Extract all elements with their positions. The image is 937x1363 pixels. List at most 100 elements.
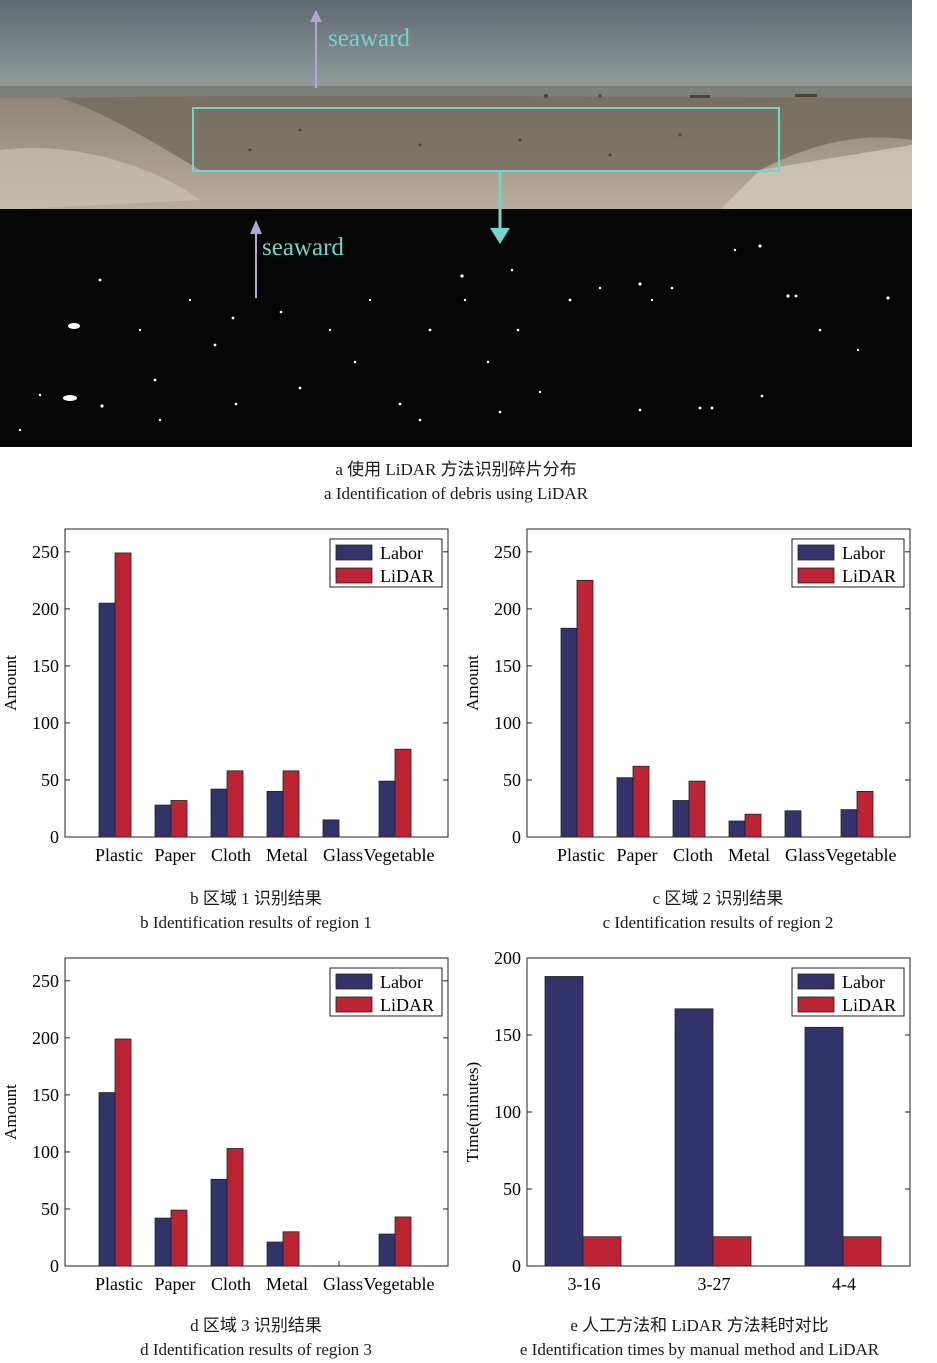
y-tick-label: 150	[32, 1085, 59, 1105]
x-tick-label: Paper	[155, 845, 196, 865]
bar-labor	[266, 790, 284, 838]
y-tick-label: 0	[50, 827, 59, 847]
caption-e-en: e Identification times by manual method …	[519, 1340, 880, 1359]
x-tick-label: 3-16	[568, 1274, 601, 1294]
bar-labor	[674, 1008, 714, 1267]
bar-lidar	[226, 1148, 244, 1267]
bar-lidar	[226, 770, 244, 838]
caption-d-en: d Identification results of region 3	[140, 1340, 372, 1359]
legend-swatch-labor	[335, 544, 373, 561]
bar-labor	[804, 1026, 844, 1267]
chart-panel-c: 0 50 100 150 200 250 Amount Plastic Paper Cloth Me…	[462, 515, 922, 875]
bar-labor	[378, 780, 396, 838]
bar-lidar	[744, 813, 762, 838]
y-tick-label: 100	[494, 1102, 521, 1122]
bar-lidar	[632, 765, 650, 838]
bar-lidar	[576, 579, 594, 838]
bar-lidar	[856, 790, 874, 838]
y-tick-label: 100	[32, 1142, 59, 1162]
bar-labor	[672, 800, 690, 838]
chart-e: 0 50 100 150 200 Time(minutes) 3-16 3-27 4-4 Labo…	[463, 948, 911, 1294]
x-tick-label: Plastic	[95, 1274, 143, 1294]
bar-lidar	[170, 800, 188, 838]
lidar-point-image	[0, 209, 912, 447]
caption-d: d 区域 3 识别结果 d Identification results of …	[0, 1314, 512, 1362]
x-tick-label: Cloth	[211, 845, 251, 865]
bar-labor	[840, 809, 858, 838]
bar-lidar	[170, 1209, 188, 1267]
legend-label-labor: Labor	[380, 543, 423, 563]
legend-label-labor: Labor	[842, 972, 885, 992]
caption-b: b 区域 1 识别结果 b Identification results of …	[0, 887, 512, 935]
y-tick-label: 150	[494, 1025, 521, 1045]
bar-labor	[98, 602, 116, 838]
bar-lidar	[688, 780, 706, 838]
caption-c-en: c Identification results of region 2	[602, 913, 834, 932]
x-tick-label: Paper	[617, 845, 658, 865]
x-tick-label: Cloth	[211, 1274, 251, 1294]
bar-labor	[560, 627, 578, 838]
legend-swatch-lidar	[335, 996, 373, 1013]
x-tick-label: Glass	[785, 845, 825, 865]
bar-lidar	[282, 1231, 300, 1267]
plot-frame	[64, 528, 449, 838]
chart-panel-e: 0 50 100 150 200 Time(minutes) 3-16 3-27 4-4 Labo…	[462, 944, 922, 1304]
caption-e-cn: e 人工方法和 LiDAR 方法耗时对比	[570, 1316, 829, 1335]
y-tick-label: 50	[503, 770, 521, 790]
bar-labor	[210, 1178, 228, 1267]
bar-lidar	[394, 748, 412, 838]
y-axis-label: Amount	[463, 655, 482, 711]
legend-swatch-labor	[335, 973, 373, 990]
y-tick-label: 200	[494, 599, 521, 619]
caption-e: e 人工方法和 LiDAR 方法耗时对比 e Identification ti…	[462, 1314, 937, 1362]
bar-labor	[784, 810, 802, 838]
x-tick-label: Paper	[155, 1274, 196, 1294]
y-tick-label: 200	[32, 1028, 59, 1048]
bar-lidar	[712, 1236, 752, 1267]
legend-label-labor: Labor	[380, 972, 423, 992]
legend-swatch-lidar	[797, 996, 835, 1013]
lidar-figure: seaward seaward	[0, 0, 912, 447]
y-tick-label: 0	[50, 1256, 59, 1276]
y-tick-label: 0	[512, 827, 521, 847]
x-tick-label: Cloth	[673, 845, 713, 865]
caption-b-en: b Identification results of region 1	[140, 913, 372, 932]
y-axis-label: Amount	[1, 655, 20, 711]
down-arrow-icon	[490, 228, 510, 244]
chart-panel-b: 0 50 100 150 200 250 Amount Plastic Paper Cloth Me…	[0, 515, 460, 875]
beach-photo	[0, 0, 912, 210]
bar-lidar	[282, 770, 300, 838]
legend-swatch-lidar	[797, 567, 835, 584]
y-tick-label: 100	[32, 713, 59, 733]
bar-lidar	[114, 1038, 132, 1267]
seaward-label-top: seaward	[328, 25, 410, 52]
region-highlight-frame	[192, 107, 780, 172]
y-tick-label: 250	[494, 542, 521, 562]
caption-c-cn: c 区域 2 识别结果	[652, 889, 784, 908]
bar-lidar	[842, 1236, 882, 1267]
y-tick-label: 50	[41, 770, 59, 790]
legend-label-lidar: LiDAR	[380, 995, 434, 1015]
y-tick-label: 50	[41, 1199, 59, 1219]
legend-label-lidar: LiDAR	[842, 995, 896, 1015]
bar-labor	[728, 820, 746, 838]
chart-c: 0 50 100 150 200 250 Amount Plastic Paper Cloth Me…	[463, 528, 911, 865]
y-axis-label: Amount	[1, 1084, 20, 1140]
legend-swatch-labor	[797, 544, 835, 561]
legend-swatch-labor	[797, 973, 835, 990]
figure-a-caption-en: a Identification of debris using LiDAR	[324, 484, 588, 503]
y-tick-label: 250	[32, 542, 59, 562]
caption-b-cn: b 区域 1 识别结果	[190, 889, 322, 908]
y-tick-label: 50	[503, 1179, 521, 1199]
debris-points	[18, 244, 890, 432]
bar-lidar	[394, 1216, 412, 1267]
legend-label-lidar: LiDAR	[380, 566, 434, 586]
y-tick-label: 150	[494, 656, 521, 676]
x-tick-label: 3-27	[698, 1274, 731, 1294]
y-tick-label: 100	[494, 713, 521, 733]
x-tick-label: Glass	[323, 1274, 363, 1294]
bar-labor	[154, 804, 172, 838]
y-tick-label: 150	[32, 656, 59, 676]
y-tick-label: 250	[32, 971, 59, 991]
x-tick-label: 4-4	[832, 1274, 856, 1294]
